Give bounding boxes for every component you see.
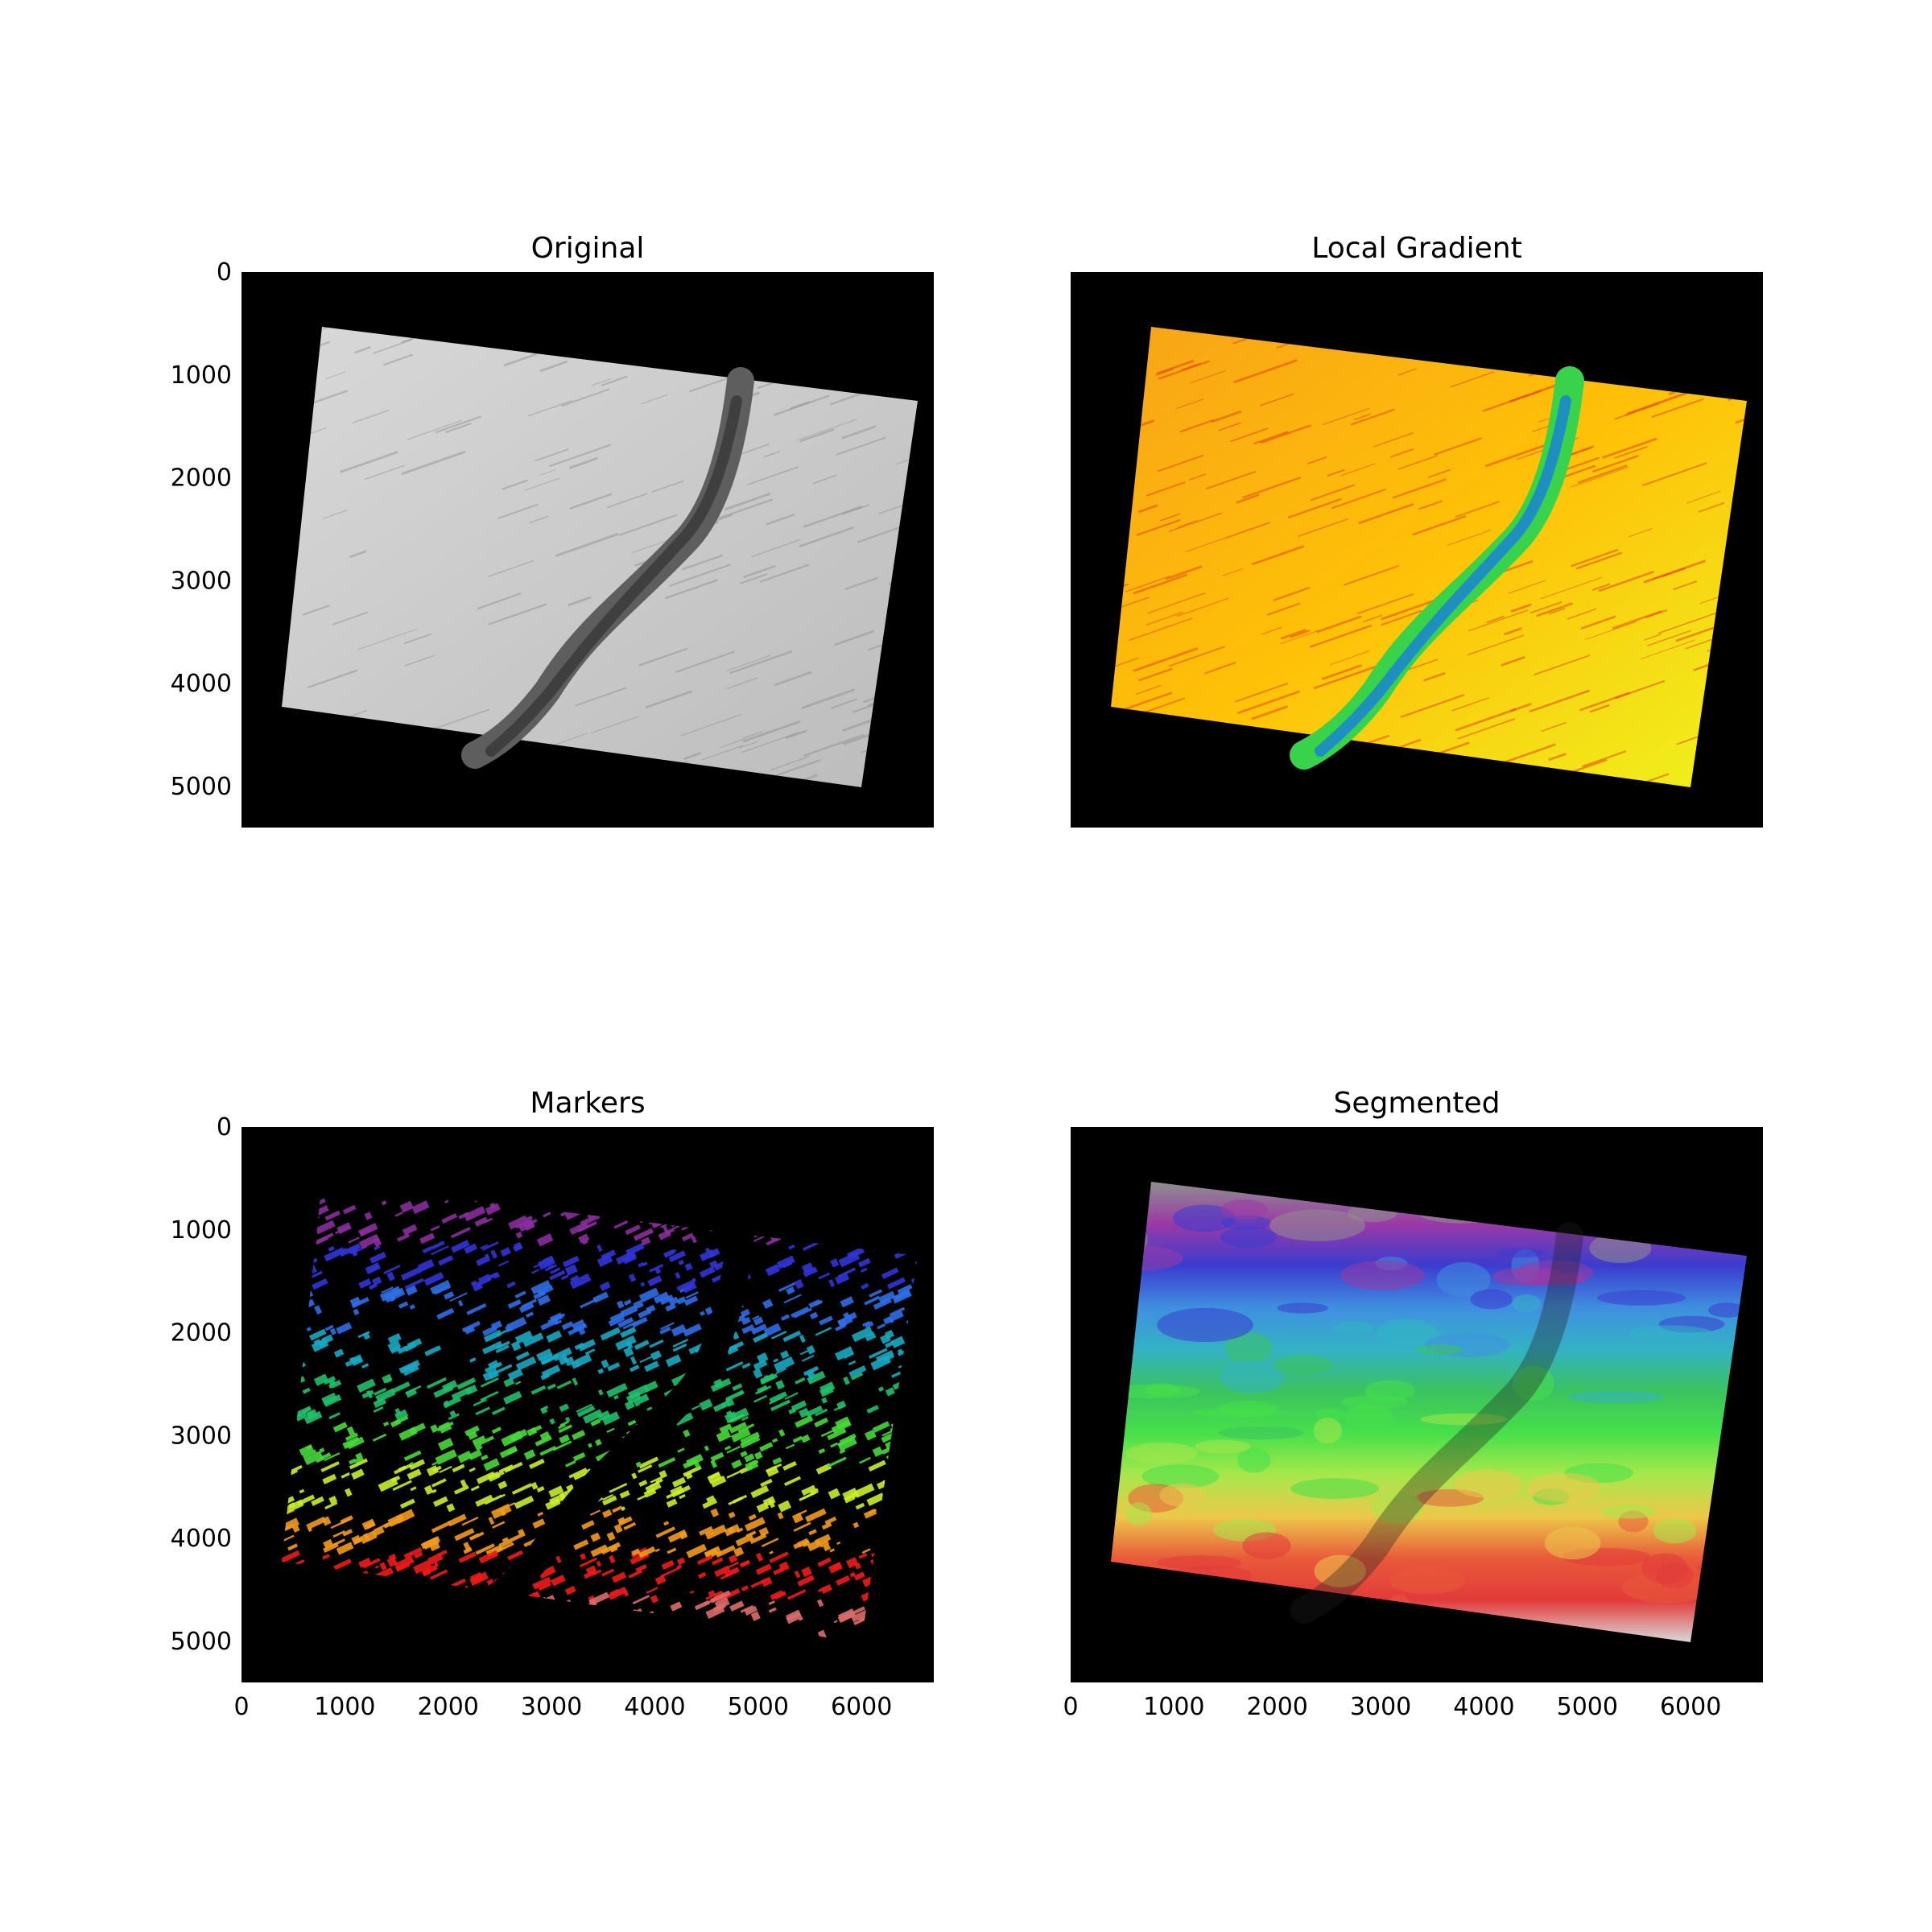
panel-segmented: Segmented 0 1000 2000 3000 4000 5000 6000 [1063, 1087, 1763, 1721]
x-tick-label: 2000 [1247, 1693, 1308, 1721]
x-axis: 0 1000 2000 3000 4000 5000 6000 [1063, 1693, 1721, 1721]
river-channel-core [1315, 395, 1571, 757]
y-tick-label: 4000 [171, 670, 232, 698]
x-tick-label: 1000 [314, 1693, 375, 1721]
y-tick-label: 0 [217, 258, 232, 287]
river-overlay [1290, 1222, 1583, 1624]
y-tick-label: 3000 [171, 567, 232, 595]
x-tick-label: 5000 [1557, 1693, 1618, 1721]
x-tick-label: 2000 [418, 1693, 479, 1721]
panel-title: Local Gradient [1311, 232, 1521, 265]
x-tick-label: 4000 [624, 1693, 685, 1721]
x-axis: 0 1000 2000 3000 4000 5000 6000 [233, 1693, 892, 1721]
panel-title: Markers [530, 1087, 645, 1120]
y-axis: 0 1000 2000 3000 4000 5000 [171, 1113, 232, 1656]
river-channel-core [485, 395, 742, 757]
y-tick-label: 1000 [171, 1216, 232, 1245]
y-axis: 0 1000 2000 3000 4000 5000 [171, 258, 232, 801]
y-tick-label: 5000 [171, 773, 232, 801]
x-tick-label: 6000 [831, 1693, 892, 1721]
x-tick-label: 5000 [728, 1693, 789, 1721]
x-tick-label: 0 [233, 1693, 249, 1721]
panel-original: Original 0 1000 2000 3000 4000 5000 [171, 232, 934, 828]
river-gap [461, 1222, 754, 1624]
x-tick-label: 3000 [1350, 1693, 1411, 1721]
y-tick-label: 1000 [171, 361, 232, 390]
panel-markers: Markers 0 1000 2000 3000 4000 5000 0 1000 2000 3… [171, 1087, 934, 1721]
y-tick-label: 2000 [171, 1319, 232, 1348]
x-tick-label: 0 [1063, 1693, 1078, 1721]
x-tick-label: 6000 [1660, 1693, 1721, 1721]
y-tick-label: 2000 [171, 464, 232, 493]
y-tick-label: 4000 [171, 1525, 232, 1553]
panel-title: Segmented [1334, 1087, 1501, 1120]
x-tick-label: 1000 [1143, 1693, 1204, 1721]
x-tick-label: 4000 [1453, 1693, 1514, 1721]
panel-local-gradient: Local Gradient [1071, 232, 1763, 828]
y-tick-label: 0 [217, 1113, 232, 1141]
y-tick-label: 5000 [171, 1628, 232, 1656]
y-tick-label: 3000 [171, 1422, 232, 1450]
x-tick-label: 3000 [521, 1693, 582, 1721]
panel-title: Original [531, 232, 645, 265]
